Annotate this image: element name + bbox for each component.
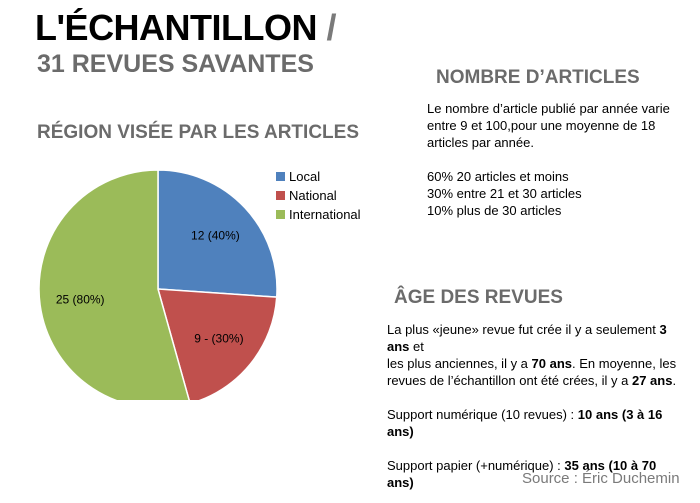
legend-label-international: International bbox=[289, 207, 361, 222]
articles-intro-line: entre 9 et 100,pour une moyenne de 18 bbox=[427, 118, 656, 133]
pie-slice-international bbox=[38, 169, 190, 400]
articles-stat: 30% entre 21 et 30 articles bbox=[427, 186, 582, 201]
page-subtitle: 31 REVUES SAVANTES bbox=[37, 50, 314, 78]
age-digital: Support numérique (10 revues) : 10 ans (… bbox=[387, 407, 663, 439]
age-paper: Support papier (+numérique) : 35 ans (10… bbox=[387, 458, 657, 490]
slice-label-national: 9 - (30%) bbox=[194, 332, 243, 346]
title-slash: / bbox=[317, 7, 337, 48]
articles-text: Le nombre d’article publié par année var… bbox=[427, 100, 677, 219]
articles-intro-line: articles par année. bbox=[427, 135, 534, 150]
slice-label-local: 12 (40%) bbox=[191, 228, 240, 242]
articles-heading: NOMBRE D’ARTICLES bbox=[436, 67, 640, 88]
title-main: L'ÉCHANTILLON bbox=[35, 7, 318, 48]
age-heading: ÂGE DES REVUES bbox=[394, 287, 563, 308]
age-text: La plus «jeune» revue fut crée il y a se… bbox=[387, 321, 679, 491]
age-line: les plus anciennes, il y a 70 ans. En mo… bbox=[387, 356, 677, 371]
articles-intro-line: Le nombre d’article publié par année var… bbox=[427, 101, 670, 116]
chart-legend: Local National International bbox=[276, 169, 361, 222]
legend-label-national: National bbox=[289, 188, 337, 203]
age-line: revues de l’échantillon ont été crées, i… bbox=[387, 373, 677, 388]
age-line: La plus «jeune» revue fut crée il y a se… bbox=[387, 322, 667, 354]
articles-stat: 60% 20 articles et moins bbox=[427, 169, 569, 184]
legend-swatch-local bbox=[276, 172, 285, 181]
legend-swatch-international bbox=[276, 210, 285, 219]
chart-title: RÉGION VISÉE PAR LES ARTICLES bbox=[37, 122, 359, 143]
legend-label-local: Local bbox=[289, 169, 320, 184]
articles-stat: 10% plus de 30 articles bbox=[427, 203, 562, 218]
page-title: L'ÉCHANTILLON / bbox=[35, 7, 337, 48]
legend-swatch-national bbox=[276, 191, 285, 200]
source-credit: Source : Éric Duchemin bbox=[522, 470, 680, 487]
pie-chart: 12 (40%) 9 - (30%) 25 (80%) Local National I… bbox=[38, 169, 361, 400]
slice-label-international: 25 (80%) bbox=[56, 293, 105, 307]
pie-slice-local bbox=[157, 169, 278, 298]
pie-slice-national bbox=[156, 288, 278, 400]
